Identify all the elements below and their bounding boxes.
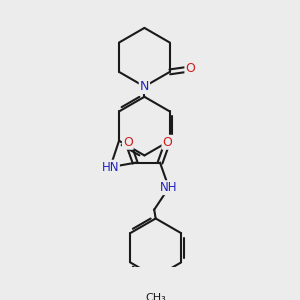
Text: O: O	[123, 136, 133, 149]
Text: HN: HN	[101, 161, 119, 174]
Text: NH: NH	[160, 181, 178, 194]
Text: N: N	[140, 80, 149, 93]
Text: O: O	[163, 136, 172, 149]
Text: O: O	[185, 62, 195, 76]
Text: CH₃: CH₃	[145, 292, 166, 300]
